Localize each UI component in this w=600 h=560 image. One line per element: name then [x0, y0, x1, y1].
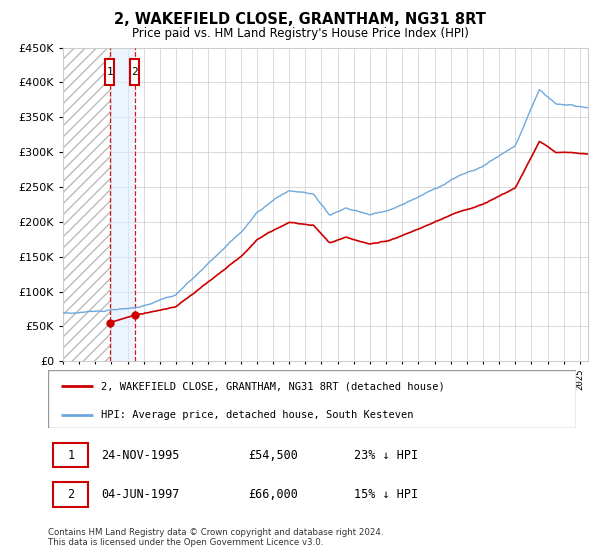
Text: HPI: Average price, detached house, South Kesteven: HPI: Average price, detached house, Sout… — [101, 410, 413, 421]
Bar — [63, 48, 110, 361]
Text: 1: 1 — [106, 67, 113, 77]
FancyBboxPatch shape — [53, 442, 88, 468]
Text: £66,000: £66,000 — [248, 488, 299, 501]
Text: 2, WAKEFIELD CLOSE, GRANTHAM, NG31 8RT (detached house): 2, WAKEFIELD CLOSE, GRANTHAM, NG31 8RT (… — [101, 381, 445, 391]
Text: Price paid vs. HM Land Registry's House Price Index (HPI): Price paid vs. HM Land Registry's House … — [131, 27, 469, 40]
Text: 2: 2 — [67, 488, 74, 501]
Text: £54,500: £54,500 — [248, 449, 299, 461]
Bar — [110, 48, 135, 361]
Text: 23% ↓ HPI: 23% ↓ HPI — [354, 449, 418, 461]
FancyBboxPatch shape — [53, 482, 88, 507]
Text: 1: 1 — [67, 449, 74, 461]
Text: 04-JUN-1997: 04-JUN-1997 — [101, 488, 179, 501]
Text: 24-NOV-1995: 24-NOV-1995 — [101, 449, 179, 461]
Text: This data is licensed under the Open Government Licence v3.0.: This data is licensed under the Open Gov… — [48, 538, 323, 547]
Text: Contains HM Land Registry data © Crown copyright and database right 2024.: Contains HM Land Registry data © Crown c… — [48, 528, 383, 536]
FancyBboxPatch shape — [130, 59, 139, 85]
FancyBboxPatch shape — [106, 59, 115, 85]
Text: 15% ↓ HPI: 15% ↓ HPI — [354, 488, 418, 501]
Text: 2: 2 — [131, 67, 138, 77]
Text: 2, WAKEFIELD CLOSE, GRANTHAM, NG31 8RT: 2, WAKEFIELD CLOSE, GRANTHAM, NG31 8RT — [114, 12, 486, 27]
